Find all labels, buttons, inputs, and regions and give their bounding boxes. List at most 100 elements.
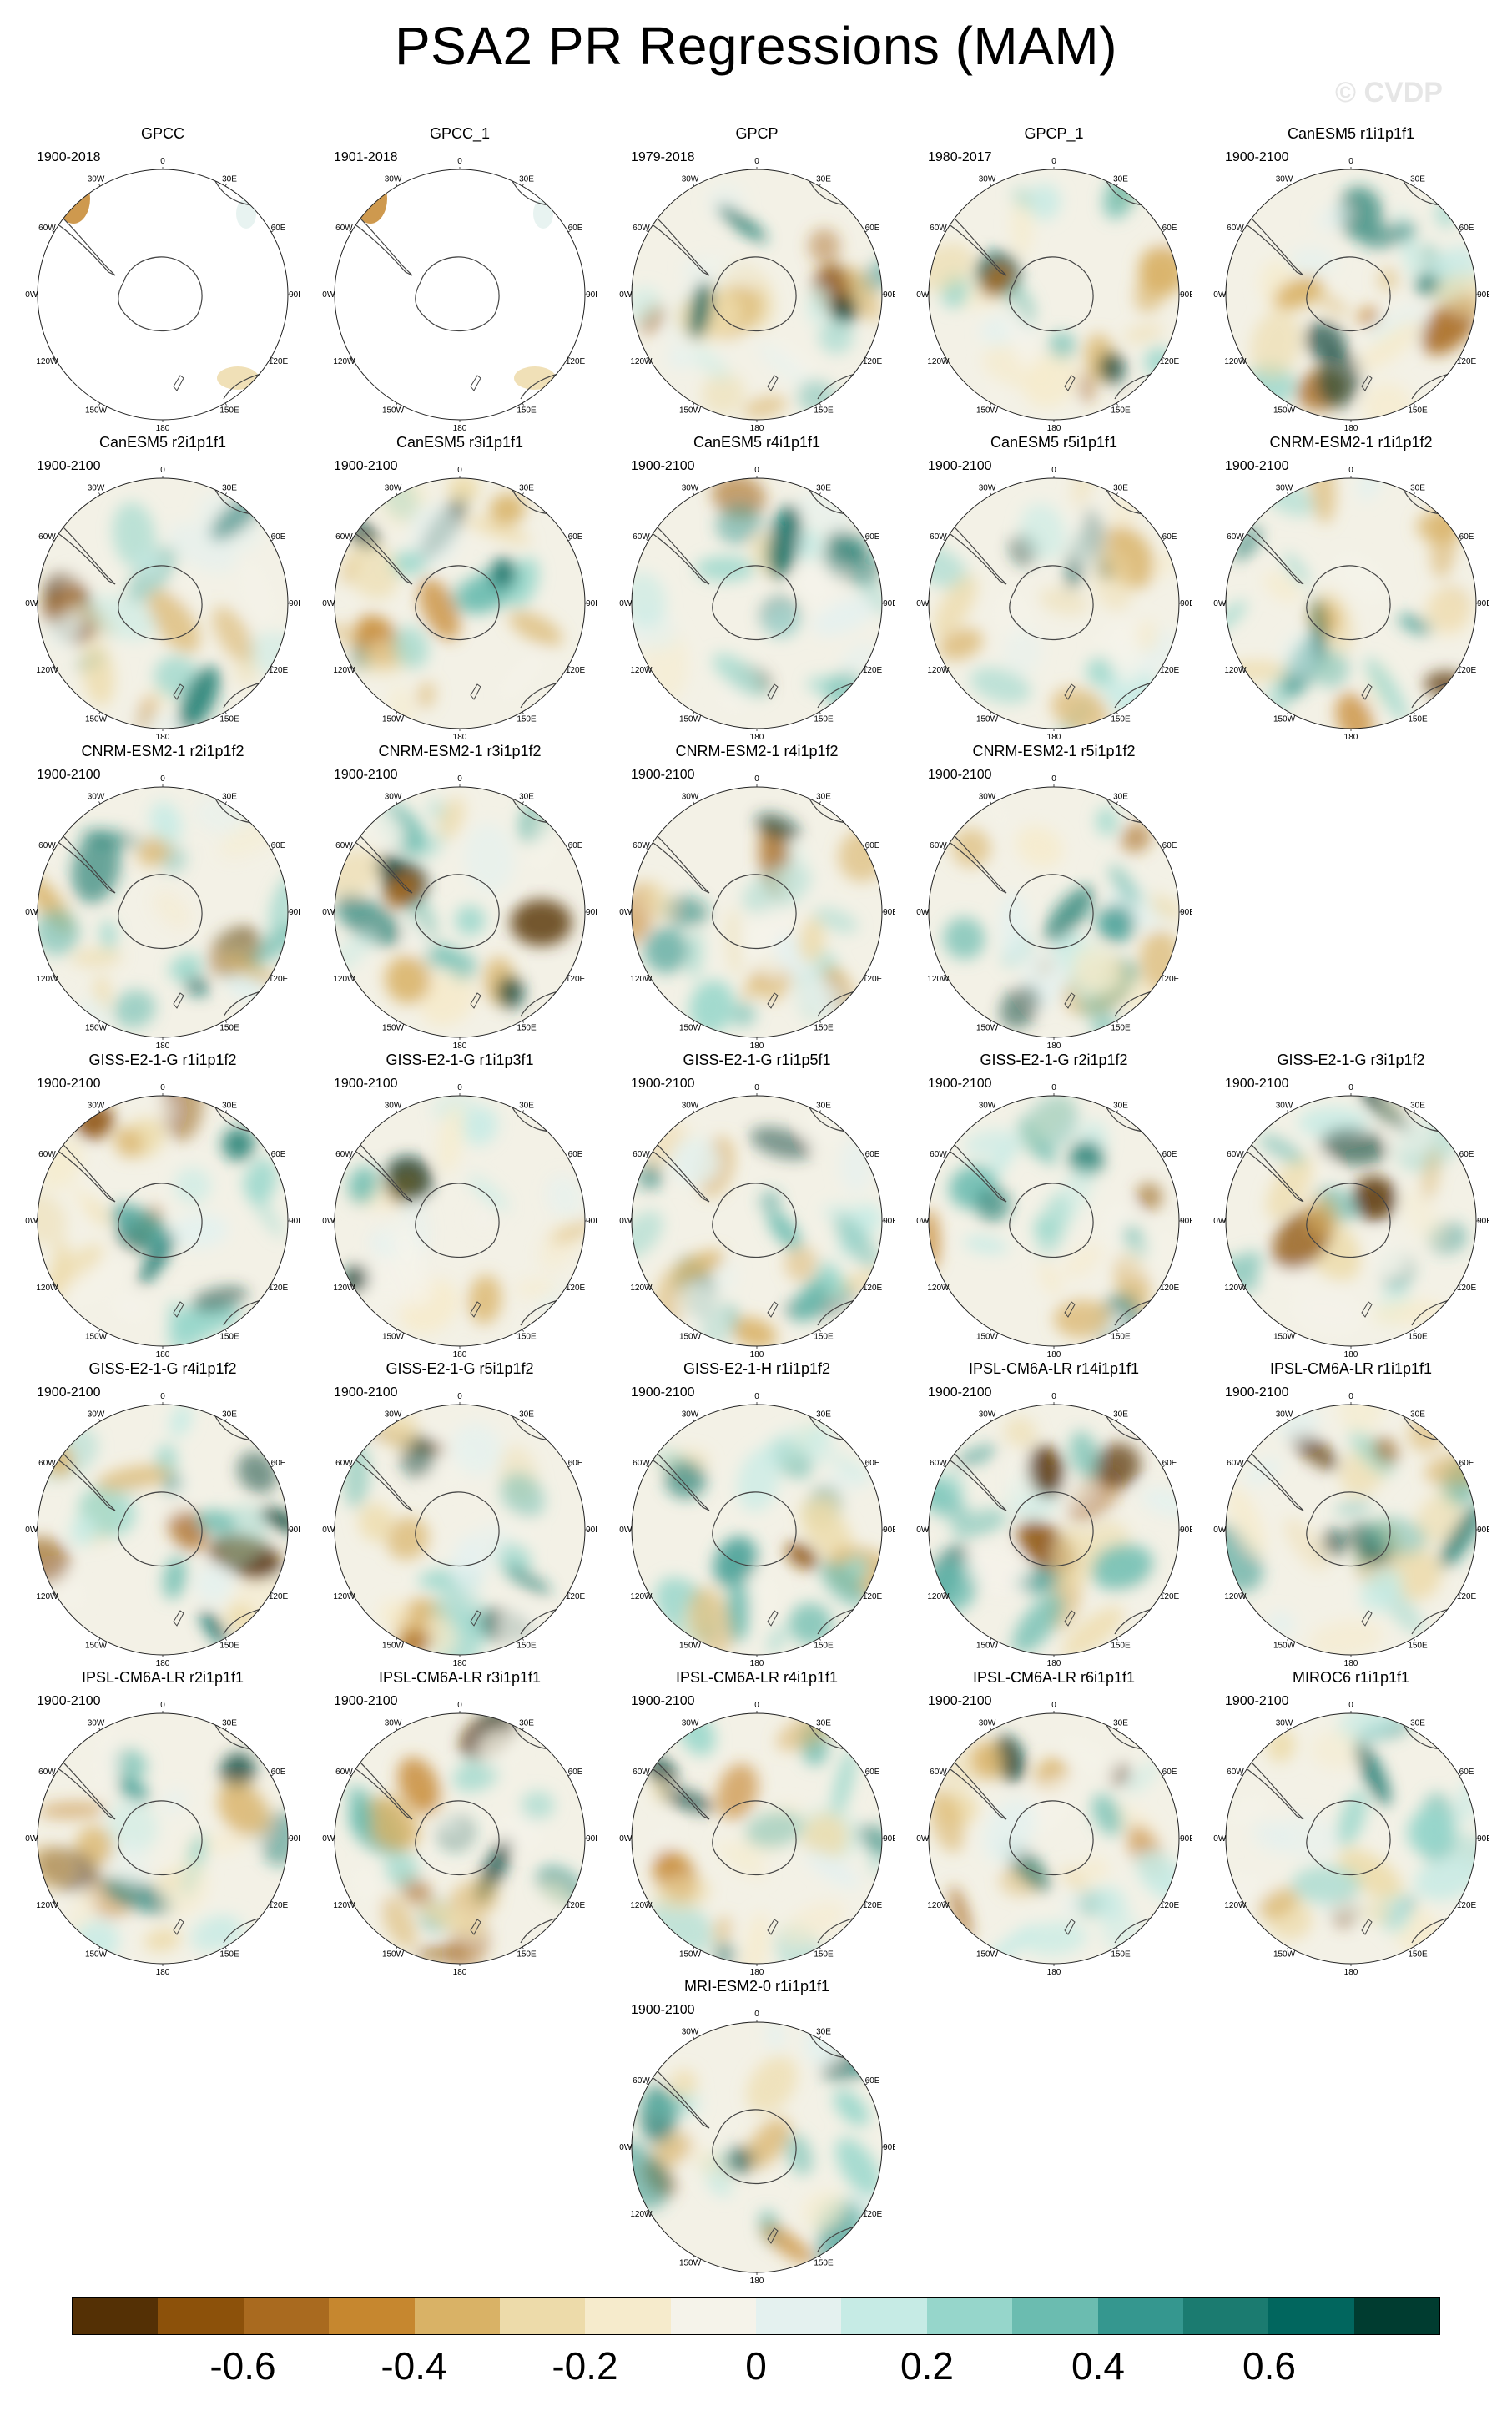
longitude-label: 60E <box>1459 224 1474 233</box>
longitude-label: 150E <box>1408 1642 1428 1651</box>
longitude-label: 150E <box>814 406 834 416</box>
panel-title: CanESM5 r2i1p1f1 <box>98 434 227 451</box>
longitude-label: 180 <box>750 1042 764 1050</box>
map-panel: CNRM-ESM2-1 r4i1p1f2 1900-2100 0 30E 60E 90E 1… <box>619 743 895 1050</box>
map-panel: CNRM-ESM2-1 r2i1p1f2 1900-2100 0 30E 60E 90E 1… <box>25 743 300 1050</box>
longitude-label: 120W <box>36 1901 58 1910</box>
map-panel: GISS-E2-1-G r1i1p3f1 1900-2100 0 30E 60E 90E 1… <box>322 1052 597 1359</box>
longitude-label: 90E <box>1180 599 1192 608</box>
longitude-label: 30W <box>979 483 996 492</box>
longitude-label: 30E <box>1113 1101 1128 1110</box>
panel-title: IPSL-CM6A-LR r4i1p1f1 <box>675 1669 839 1686</box>
longitude-label: 90E <box>883 599 895 608</box>
polar-map: 0 30E 60E 90E 120E 150E 180 150W 120W 90W 60W 30W <box>322 466 597 741</box>
longitude-label: 60E <box>1459 1150 1474 1159</box>
longitude-label: 90E <box>586 1217 597 1226</box>
colorbar-swatch <box>414 2298 500 2334</box>
longitude-label: 0 <box>160 1083 165 1092</box>
map-panel: CanESM5 r2i1p1f1 1900-2100 0 30E 60E 90E 120E 1… <box>25 434 300 741</box>
longitude-label: 150E <box>219 1642 239 1651</box>
longitude-label: 90W <box>619 1217 633 1226</box>
longitude-label: 90W <box>916 1834 930 1844</box>
longitude-label: 120W <box>630 1284 653 1293</box>
longitude-label: 60W <box>633 841 650 850</box>
longitude-label: 150E <box>219 1024 239 1033</box>
polar-map: 0 30E 60E 90E 120E 150E 180 150W 120W 90W 60W 30W <box>1213 1083 1489 1359</box>
polar-map: 0 30E 60E 90E 120E 150E 180 150W 120W 90W 60W 30W <box>25 1392 300 1667</box>
longitude-label: 30E <box>816 1718 831 1728</box>
longitude-label: 150E <box>517 1024 537 1033</box>
longitude-label: 180 <box>1344 424 1358 432</box>
longitude-label: 180 <box>156 1042 170 1050</box>
longitude-label: 150W <box>976 715 999 724</box>
longitude-label: 180 <box>156 1350 170 1359</box>
polar-map: 0 30E 60E 90E 120E 150E 180 150W 120W 90W 60W 30W <box>322 774 597 1050</box>
colorbar-swatch <box>926 2298 1013 2334</box>
longitude-label: 90E <box>586 1526 597 1535</box>
panel-title: CNRM-ESM2-1 r3i1p1f2 <box>378 743 542 759</box>
map-panel: GISS-E2-1-G r4i1p1f2 1900-2100 0 30E 60E 90E 1… <box>25 1360 300 1667</box>
longitude-label: 30E <box>519 1410 534 1419</box>
polar-map: 0 30E 60E 90E 120E 150E 180 150W 120W 90W 60W 30W <box>25 1701 300 1976</box>
map-panel: CNRM-ESM2-1 r3i1p1f2 1900-2100 0 30E 60E 90E 1… <box>322 743 597 1050</box>
longitude-label: 120E <box>566 357 586 366</box>
longitude-label: 30E <box>816 1101 831 1110</box>
longitude-label: 120E <box>566 975 586 984</box>
longitude-label: 60W <box>633 224 650 233</box>
longitude-label: 150W <box>85 406 108 416</box>
longitude-label: 30E <box>1113 1718 1128 1728</box>
longitude-label: 120E <box>269 975 289 984</box>
panel-years: 1900-2100 <box>334 459 398 473</box>
longitude-label: 90W <box>916 1217 930 1226</box>
longitude-label: 120E <box>269 357 289 366</box>
longitude-label: 150E <box>1408 406 1428 416</box>
longitude-label: 120E <box>1160 357 1180 366</box>
longitude-label: 120E <box>863 975 883 984</box>
longitude-label: 90E <box>883 1834 895 1844</box>
longitude-label: 120E <box>566 666 586 675</box>
longitude-label: 60W <box>38 532 56 542</box>
longitude-label: 0 <box>1348 157 1353 166</box>
map-panel: CanESM5 r3i1p1f1 1900-2100 0 30E 60E 90E 120E 1… <box>322 434 597 741</box>
longitude-label: 90W <box>25 290 38 300</box>
map-panel: CanESM5 r1i1p1f1 1900-2100 0 30E 60E 90E 120E 1… <box>1213 125 1489 432</box>
longitude-label: 90E <box>1180 1526 1192 1535</box>
longitude-label: 60W <box>633 1459 650 1468</box>
longitude-label: 120W <box>927 975 950 984</box>
panel-title: IPSL-CM6A-LR r1i1p1f1 <box>1269 1360 1433 1377</box>
longitude-label: 120E <box>863 1284 883 1293</box>
panel-title: GPCP_1 <box>1024 125 1084 142</box>
longitude-label: 120W <box>630 357 653 366</box>
longitude-label: 180 <box>1047 1042 1061 1050</box>
longitude-label: 30W <box>385 792 402 801</box>
longitude-label: 90E <box>883 1526 895 1535</box>
longitude-label: 120E <box>1160 666 1180 675</box>
panel-years: 1900-2100 <box>928 1694 992 1708</box>
longitude-label: 60W <box>38 1150 56 1159</box>
longitude-label: 90W <box>322 908 335 917</box>
colorbar-tick-label: 0.4 <box>1071 2344 1125 2388</box>
polar-map: 0 30E 60E 90E 120E 150E 180 150W 120W 90W 60W 30W <box>1213 1392 1489 1667</box>
polar-map: 0 30E 60E 90E 120E 150E 180 150W 120W 90W 60W 30W <box>916 157 1192 432</box>
longitude-label: 90W <box>619 908 633 917</box>
longitude-label: 30E <box>1410 483 1425 492</box>
panel-title: CNRM-ESM2-1 r5i1p1f2 <box>972 743 1136 759</box>
longitude-label: 30W <box>979 1101 996 1110</box>
longitude-label: 0 <box>1051 466 1056 475</box>
longitude-label: 120E <box>863 2210 883 2219</box>
panel-years: 1900-2100 <box>631 1694 695 1708</box>
longitude-label: 30W <box>979 1718 996 1728</box>
longitude-label: 120W <box>1224 1592 1247 1601</box>
colorbar-tick-label: 0.2 <box>900 2344 954 2388</box>
longitude-label: 180 <box>1344 1659 1358 1667</box>
longitude-label: 60W <box>335 532 353 542</box>
panel-title: MRI-ESM2-0 r1i1p1f1 <box>683 1978 830 1995</box>
longitude-label: 0 <box>1051 774 1056 784</box>
longitude-label: 30E <box>1113 792 1128 801</box>
longitude-label: 90W <box>25 1834 38 1844</box>
longitude-label: 0 <box>160 157 165 166</box>
polar-map: 0 30E 60E 90E 120E 150E 180 150W 120W 90W 60W 30W <box>1213 466 1489 741</box>
panel-title: GISS-E2-1-H r1i1p1f2 <box>683 1360 831 1377</box>
longitude-label: 60E <box>568 1150 583 1159</box>
longitude-label: 30E <box>519 174 534 184</box>
